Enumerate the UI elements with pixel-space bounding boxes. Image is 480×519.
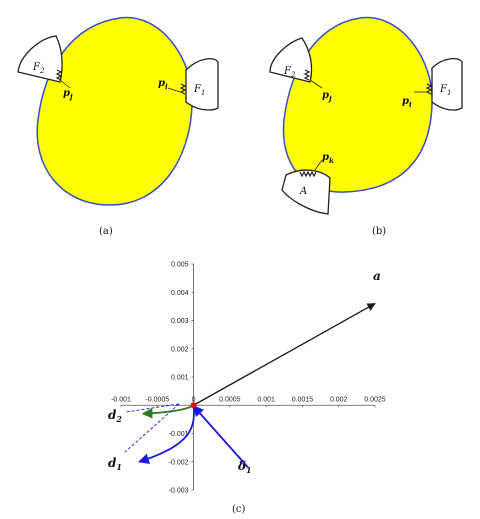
finger-f1-a	[185, 58, 219, 111]
contact-pj-a	[55, 69, 63, 81]
label-vector-d1: d1	[108, 456, 122, 472]
finger-f1-b	[431, 57, 463, 111]
object-body-a	[36, 16, 193, 206]
y-tick-label: -0.003	[169, 488, 189, 495]
label-pj-b: pj	[322, 90, 332, 103]
y-tick-label: 0.002	[171, 346, 189, 353]
x-tick-label: -0.001	[111, 396, 131, 403]
finger-a-b	[281, 169, 331, 215]
label-vector-delta1: δ1	[237, 459, 252, 475]
vector-d2	[141, 404, 195, 419]
y-tick-label: 0.003	[171, 318, 189, 325]
x-tick-label: 0.002	[330, 396, 348, 403]
y-tick-label: 0.005	[171, 262, 189, 269]
panel-a: F2 pj pi F1 (a)	[17, 16, 219, 237]
contact-pi-a	[179, 83, 187, 95]
origin-point	[190, 402, 197, 409]
vector-a	[193, 302, 376, 406]
panel-c-chart: -0.001 -0.0005 0 0.0005 0.001 0.0015 0.002 0.00…	[108, 262, 386, 516]
label-vector-a: a	[373, 269, 381, 283]
x-tick-label: 0.0005	[219, 396, 241, 403]
label-A-b: A	[299, 186, 307, 197]
x-tick-label: 0.001	[257, 396, 275, 403]
x-tick-label: 0.0025	[364, 396, 386, 403]
y-tick-label: 0.004	[171, 290, 189, 297]
y-tick-label: 0.001	[171, 375, 189, 382]
finger-f2-a	[17, 35, 63, 83]
label-pi-a: pi	[158, 78, 168, 91]
contact-pk-b	[299, 170, 317, 178]
vector-delta1	[192, 405, 249, 468]
contact-pj-b	[303, 69, 311, 81]
caption-b: (b)	[372, 226, 386, 237]
label-f2-a: F2	[32, 62, 45, 75]
dashed-helper-2	[125, 403, 180, 413]
label-pk-b: pk	[322, 152, 334, 165]
y-tick-label: -0.001	[169, 431, 189, 438]
label-vector-d2: d2	[108, 408, 122, 424]
chart-vectors	[138, 302, 376, 468]
x-tick-label: -0.0005	[145, 396, 169, 403]
panel-b: F2 pj pi F1 pk A (b)	[269, 16, 463, 237]
label-f1-a: F1	[193, 84, 205, 97]
label-f1-b: F1	[439, 84, 451, 97]
chart-ticks: -0.001 -0.0005 0 0.0005 0.001 0.0015 0.002 0.00…	[111, 262, 386, 495]
x-tick-label: 0.0015	[292, 396, 314, 403]
caption-c: (c)	[232, 504, 246, 515]
x-tick-label: 0	[192, 396, 196, 403]
chart-axes	[121, 264, 375, 490]
label-pj-a: pj	[63, 88, 73, 101]
y-tick-label: -0.002	[169, 459, 189, 466]
finger-f2-b	[269, 37, 313, 83]
label-pi-b: pi	[402, 96, 412, 109]
label-f2-b: F2	[283, 66, 296, 79]
caption-a: (a)	[99, 226, 113, 237]
dashed-helper-1	[124, 403, 180, 453]
